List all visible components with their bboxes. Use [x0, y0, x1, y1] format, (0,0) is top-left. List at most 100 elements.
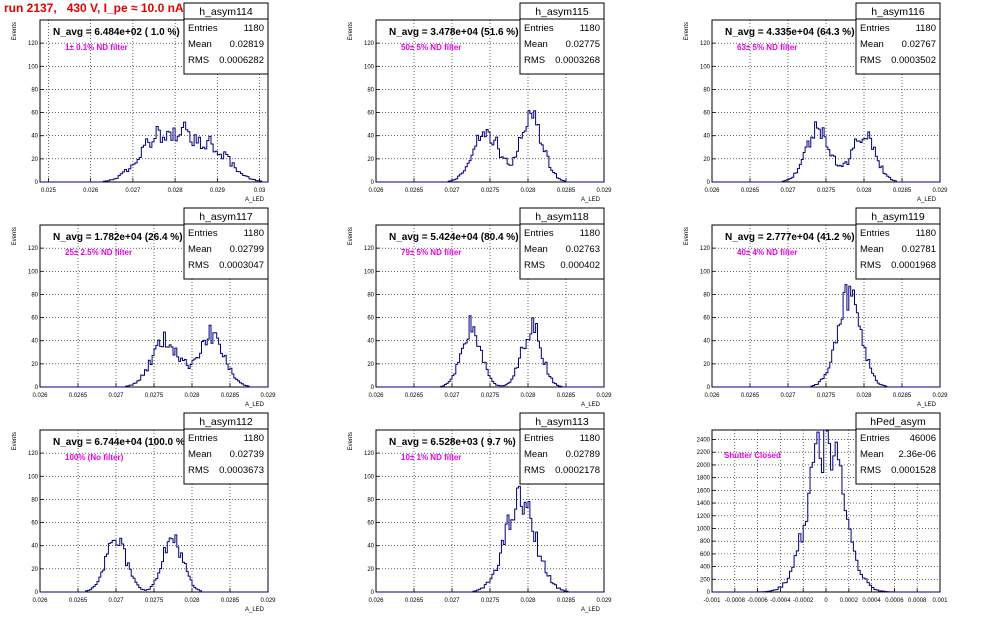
stats-label: RMS	[524, 260, 545, 271]
stats-value: 1180	[244, 23, 264, 34]
y-tick-label: 40	[703, 134, 710, 140]
x-tick-label: 0.0265	[405, 393, 424, 399]
stats-value: 1180	[244, 433, 264, 444]
stats-value: 0.0002178	[555, 465, 600, 476]
stats-box	[519, 223, 605, 280]
x-tick-label: 0.028	[184, 393, 200, 399]
stats-label: RMS	[524, 55, 545, 66]
y-tick-label: 60	[31, 316, 38, 322]
y-tick-label: 0	[707, 590, 711, 596]
x-tick-label: 0.025	[41, 188, 57, 194]
y-tick-label: 0	[707, 180, 711, 186]
x-tick-label: -0.0002	[793, 598, 814, 604]
stats-box	[519, 428, 605, 485]
x-tick-label: 0.027	[125, 188, 141, 194]
y-tick-label: 80	[703, 87, 710, 93]
filter-annotation: Shutter Closed	[724, 451, 781, 460]
stats-box	[855, 223, 941, 280]
stats-label: Entries	[524, 23, 554, 34]
x-tick-label: 0.0006	[885, 598, 904, 604]
hist-name: h_asym114	[199, 6, 253, 18]
histogram-line	[712, 284, 940, 388]
stats-value: 0.02819	[230, 39, 264, 50]
y-tick-label: 1600	[697, 488, 711, 494]
y-tick-label: 100	[364, 269, 375, 275]
filter-annotation: 63± 5% ND filter	[737, 43, 797, 52]
hist-name: h_asym119	[871, 211, 925, 223]
x-axis-label: A_LED	[245, 197, 265, 203]
y-tick-label: 40	[703, 339, 710, 345]
y-tick-label: 100	[28, 474, 39, 480]
y-tick-label: 2400	[697, 438, 711, 444]
y-tick-label: 20	[703, 362, 710, 368]
y-tick-label: 2000	[697, 463, 711, 469]
x-tick-label: -0.0004	[770, 598, 791, 604]
x-axis-label: A_LED	[245, 402, 265, 408]
x-tick-label: 0.0265	[741, 188, 760, 194]
filter-annotation: 10± 1% ND filter	[401, 453, 461, 462]
x-axis-label: A_LED	[917, 402, 937, 408]
hist-name: h_asym113	[535, 416, 589, 428]
x-tick-label: 0.0265	[69, 598, 88, 604]
x-tick-label: 0.026	[704, 393, 720, 399]
stats-label: Entries	[860, 433, 890, 444]
y-tick-label: 400	[700, 565, 711, 571]
stats-label: Entries	[860, 23, 890, 34]
x-tick-label: 0.027	[444, 188, 460, 194]
x-tick-label: 0.026	[368, 393, 384, 399]
y-tick-label: 1800	[697, 476, 711, 482]
x-tick-label: 0.029	[260, 598, 276, 604]
stats-label: Mean	[524, 244, 548, 255]
x-tick-label: 0.029	[596, 393, 612, 399]
hist-name: h_asym118	[535, 211, 589, 223]
y-tick-label: 120	[28, 246, 39, 252]
y-tick-label: 0	[707, 385, 711, 391]
y-tick-label: 1000	[697, 526, 711, 532]
stats-value: 1180	[916, 228, 936, 239]
x-tick-label: 0.0285	[893, 393, 912, 399]
stats-value: 0.0001528	[891, 465, 936, 476]
stats-value: 0.0001968	[891, 260, 936, 271]
stats-label: Mean	[188, 449, 212, 460]
x-tick-label: 0.026	[83, 188, 99, 194]
stats-value: 1180	[244, 228, 264, 239]
stats-label: Mean	[188, 39, 212, 50]
hist-name: h_asym112	[199, 416, 253, 428]
stats-label: Mean	[860, 39, 884, 50]
stats-box	[183, 18, 269, 75]
x-tick-label: 0.028	[856, 393, 872, 399]
navg-label: N_avg = 3.478e+04 (51.6 %)	[389, 27, 519, 38]
x-tick-label: 0.0004	[862, 598, 881, 604]
y-tick-label: 2200	[697, 450, 711, 456]
y-tick-label: 20	[703, 157, 710, 163]
y-tick-label: 60	[31, 111, 38, 117]
y-axis-label: Events	[684, 227, 690, 245]
y-tick-label: 60	[31, 521, 38, 527]
x-tick-label: 0.0285	[893, 188, 912, 194]
histogram-line	[376, 110, 604, 183]
x-tick-label: 0	[824, 598, 828, 604]
navg-label: N_avg = 6.744e+04 (100.0 %)	[53, 437, 188, 448]
y-tick-label: 20	[31, 157, 38, 163]
y-tick-label: 0	[371, 385, 375, 391]
y-tick-label: 100	[28, 269, 39, 275]
y-tick-label: 20	[31, 362, 38, 368]
x-tick-label: 0.0275	[145, 598, 164, 604]
y-tick-label: 1400	[697, 501, 711, 507]
x-tick-label: 0.029	[932, 188, 948, 194]
y-tick-label: 0	[35, 590, 39, 596]
y-tick-label: 40	[367, 339, 374, 345]
stats-label: Entries	[524, 228, 554, 239]
stats-label: Entries	[188, 228, 218, 239]
stats-value: 0.02789	[566, 449, 600, 460]
stats-label: Entries	[188, 23, 218, 34]
y-tick-label: 100	[364, 64, 375, 70]
histogram-panel-9: -0.001 -0.0008 -0.0006 -0.0004 -0.0002 0 0.000…	[697, 412, 948, 604]
x-tick-label: 0.0002	[840, 598, 859, 604]
histogram-panel-2: 0.026 0.0265 0.027 0.0275 0.028 0.0285 0.029 0 2…	[348, 2, 612, 203]
y-tick-label: 120	[700, 41, 711, 47]
stats-value: 0.02763	[566, 244, 600, 255]
y-tick-label: 20	[367, 567, 374, 573]
histogram-line	[40, 121, 268, 183]
x-tick-label: 0.027	[108, 598, 124, 604]
